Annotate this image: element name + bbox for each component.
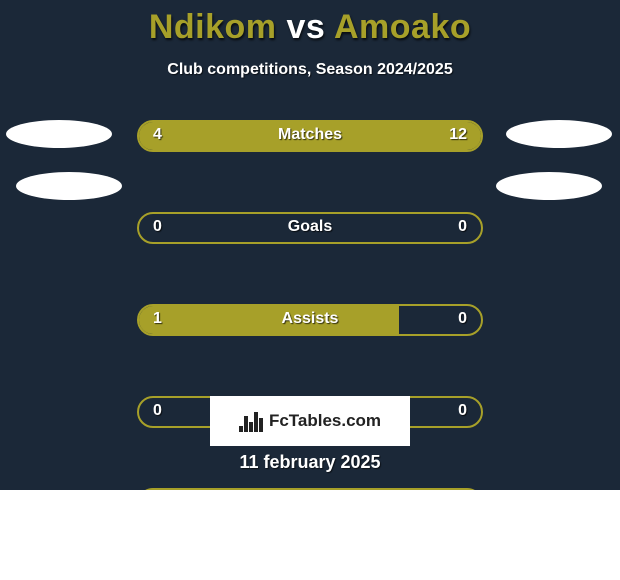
stat-value-right: 0 [458, 310, 467, 328]
player-badge-placeholder [16, 172, 122, 200]
stat-row: Goals0 0 [0, 212, 620, 258]
stat-bar-fill-left [139, 122, 225, 150]
stat-bar-track: Assists10 [137, 304, 483, 336]
player2-name: Amoako [334, 8, 471, 46]
stat-value-left: 0 [153, 402, 162, 420]
subtitle: Club competitions, Season 2024/2025 [0, 61, 620, 79]
stat-bar-track: Goals per match [137, 488, 483, 490]
stat-value-left: 0 [153, 218, 162, 236]
comparison-card: Ndikom vs Amoako Club competitions, Seas… [0, 0, 620, 580]
player1-name: Ndikom [149, 8, 277, 46]
stat-value-right: 12 [449, 126, 467, 144]
stat-value-left: 4 [153, 126, 162, 144]
stat-value-right: 0 [458, 402, 467, 420]
comparison-bars: Matches412Goals00Assists10Hattricks00Goa… [0, 120, 620, 396]
stat-row: Assists10 [0, 304, 620, 350]
date-footer: 11 february 2025 [0, 452, 620, 473]
fctables-badge: FcTables.com [210, 396, 410, 446]
fctables-logo-icon [239, 410, 265, 432]
stat-row: Goals per match [0, 488, 620, 490]
card-inner: Ndikom vs Amoako Club competitions, Seas… [0, 0, 620, 490]
page-title: Ndikom vs Amoako [0, 0, 620, 47]
title-separator: vs [286, 8, 325, 46]
stat-bar-fill-left [139, 306, 399, 334]
player-badge-placeholder [496, 172, 602, 200]
stat-row: Matches412 [0, 120, 620, 166]
stat-value-left: 1 [153, 310, 162, 328]
fctables-label: FcTables.com [269, 411, 381, 431]
stat-bar-fill-right [225, 122, 482, 150]
stat-label: Goals [139, 218, 481, 236]
stat-value-right: 0 [458, 218, 467, 236]
stat-bar-track: Goals0 0 [137, 212, 483, 244]
stat-bar-track: Matches412 [137, 120, 483, 152]
